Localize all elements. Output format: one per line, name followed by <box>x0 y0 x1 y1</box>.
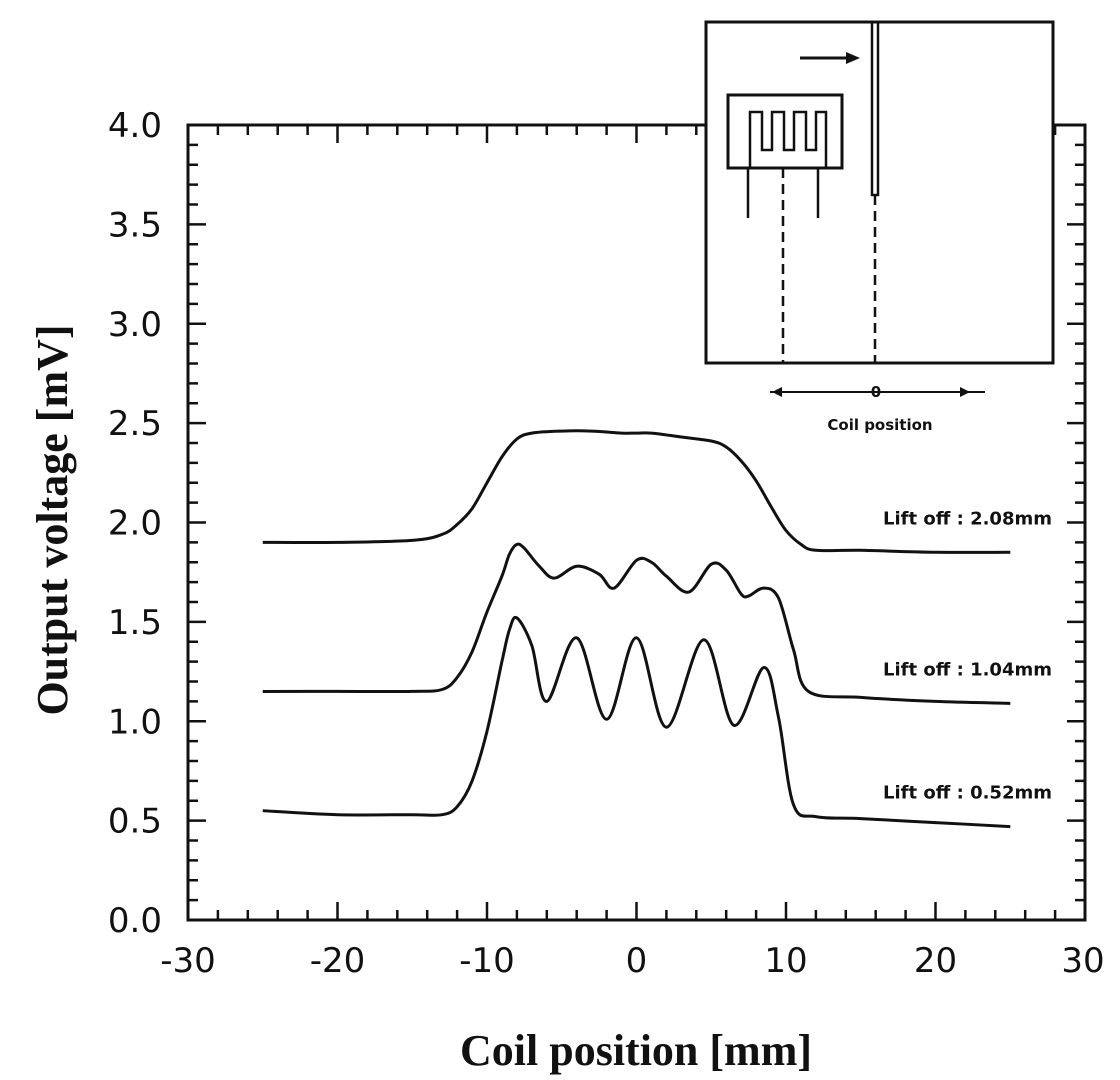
inset-coil-box <box>726 93 844 170</box>
y-tick-label: 1.0 <box>108 702 162 742</box>
inset-axis-arrow-left <box>772 387 782 397</box>
x-tick-label: 10 <box>764 941 807 981</box>
inset-axis-label: Coil position <box>827 416 932 434</box>
y-axis-title: Output voltage [mV] <box>28 324 77 715</box>
y-tick-label: 1.5 <box>108 603 162 643</box>
series-lines <box>262 429 1011 829</box>
x-axis-tick-labels: -30 -20 -10 0 10 20 30 <box>160 941 1104 981</box>
y-tick-label: 2.5 <box>108 404 162 444</box>
y-tick-label: 4.0 <box>108 106 162 146</box>
y-tick-label: 2.0 <box>108 504 162 544</box>
x-tick-label: 20 <box>914 941 957 981</box>
inset-diagram: 0 Coil position <box>704 20 1055 434</box>
x-tick-label: -10 <box>459 941 515 981</box>
y-axis-tick-labels: 0.0 0.5 1.0 1.5 2.0 2.5 3.0 3.5 4.0 <box>108 106 162 941</box>
series-line-1 <box>262 429 1011 554</box>
inset-zero-label: 0 <box>871 383 881 401</box>
y-tick-label: 0.0 <box>108 901 162 941</box>
series-annotation: Lift off : 1.04mm <box>883 659 1052 680</box>
x-tick-label: 0 <box>626 941 648 981</box>
series-annotations: Lift off : 2.08mm Lift off : 1.04mm Lift o… <box>883 508 1052 803</box>
series-line-3 <box>262 615 1011 829</box>
y-axis-ticks <box>188 123 1085 922</box>
y-tick-label: 0.5 <box>108 802 162 842</box>
inset-coil-meander <box>748 110 828 168</box>
inset-axis-arrow-right <box>960 387 970 397</box>
series-annotation: Lift off : 0.52mm <box>883 783 1052 804</box>
inset-arrowhead <box>846 52 860 64</box>
x-axis-title: Coil position [mm] <box>460 1026 812 1075</box>
inset-background <box>704 20 1055 365</box>
series-line-2 <box>262 542 1011 705</box>
x-tick-label: 30 <box>1061 941 1104 981</box>
x-tick-label: -30 <box>160 941 216 981</box>
y-tick-label: 3.0 <box>108 305 162 345</box>
y-tick-label: 3.5 <box>108 205 162 245</box>
x-tick-label: -20 <box>310 941 366 981</box>
series-annotation: Lift off : 2.08mm <box>883 508 1052 529</box>
